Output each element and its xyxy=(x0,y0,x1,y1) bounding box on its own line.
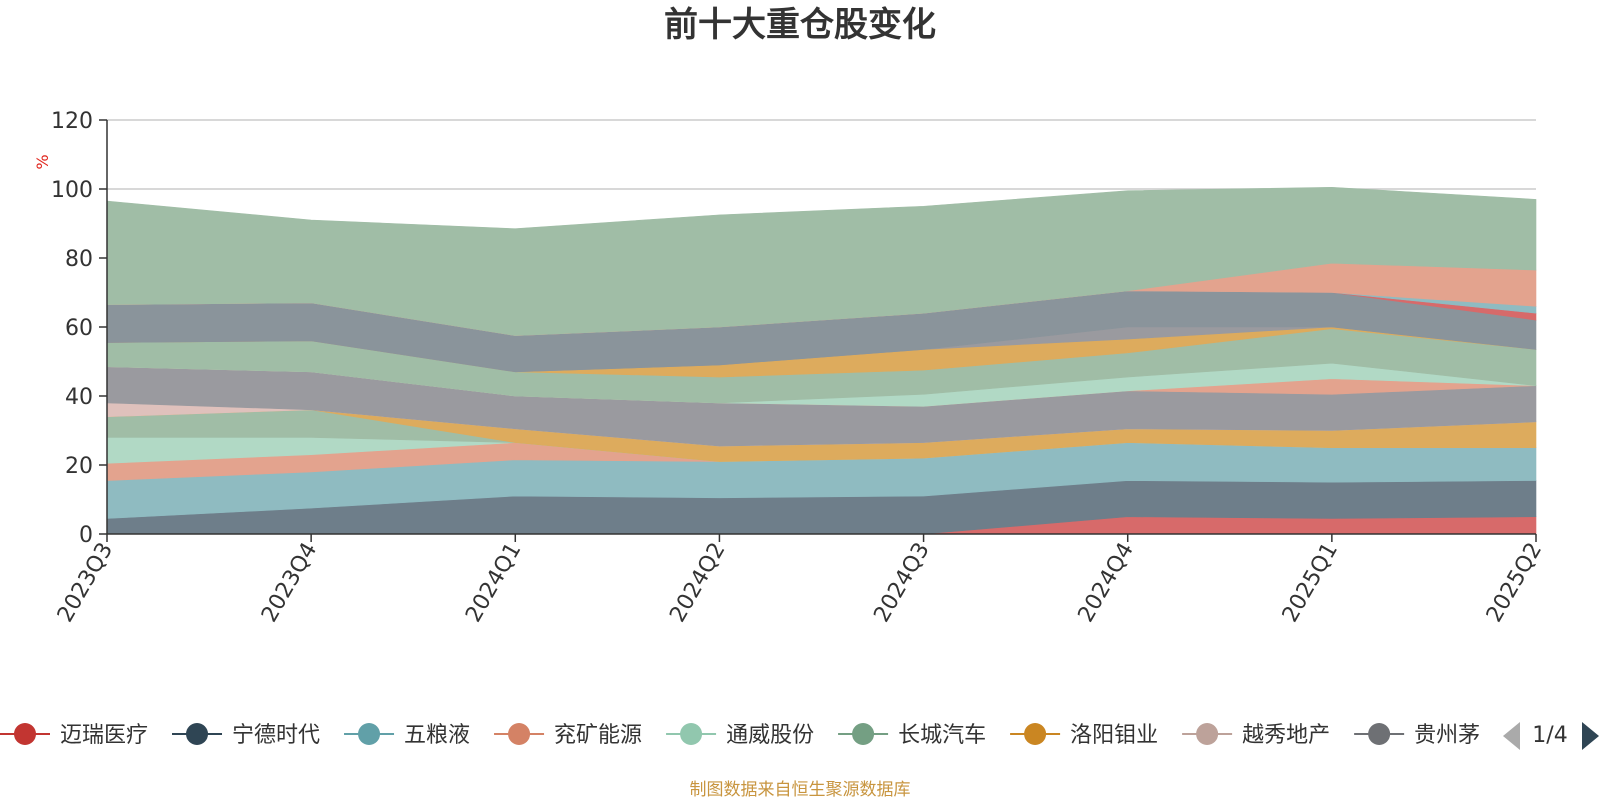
legend-page-indicator: 1/4 xyxy=(1532,723,1567,748)
x-tick-label: 2025Q1 xyxy=(1278,539,1343,627)
legend-marker-icon xyxy=(680,723,703,745)
chart-title: 前十大重仓股变化 xyxy=(664,5,936,45)
legend-pager[interactable]: 1/4 xyxy=(1503,722,1599,750)
area-series-18[interactable] xyxy=(106,186,1537,336)
legend-item[interactable]: 洛阳钼业 xyxy=(1010,723,1158,748)
legend-item[interactable]: 兖矿能源 xyxy=(494,723,642,748)
x-tick-label: 2025Q2 xyxy=(1482,539,1547,627)
legend-marker-icon xyxy=(1196,723,1219,745)
y-tick-label: 0 xyxy=(79,523,93,548)
legend-next-icon[interactable] xyxy=(1582,722,1599,750)
legend-label: 兖矿能源 xyxy=(554,723,642,748)
legend-label: 五粮液 xyxy=(404,723,470,748)
area-series[interactable] xyxy=(106,186,1537,535)
legend-item[interactable]: 贵州茅台 xyxy=(1354,723,1502,748)
x-tick-label: 2024Q4 xyxy=(1074,539,1139,627)
legend-label: 长城汽车 xyxy=(898,723,986,748)
legend-prev-icon[interactable] xyxy=(1503,722,1520,750)
x-tick-label: 2024Q3 xyxy=(869,539,934,627)
y-tick-label: 40 xyxy=(65,385,93,410)
legend-label: 宁德时代 xyxy=(232,723,320,748)
y-tick-label: 60 xyxy=(65,316,93,341)
legend-item[interactable]: 宁德时代 xyxy=(172,723,320,748)
x-tick-label: 2024Q2 xyxy=(665,539,730,627)
data-source-note: 制图数据来自恒生聚源数据库 xyxy=(690,780,911,800)
legend-label: 越秀地产 xyxy=(1242,723,1330,748)
x-tick-label: 2023Q4 xyxy=(257,539,322,627)
legend-items[interactable]: 迈瑞医疗 宁德时代 五粮液 兖矿能源 通威股份 长城汽车 洛阳钼业 越秀地产 贵州茅台 xyxy=(0,723,1502,748)
x-tick-label: 2024Q1 xyxy=(461,539,526,627)
legend-label: 洛阳钼业 xyxy=(1070,723,1158,748)
y-tick-label: 120 xyxy=(51,109,93,134)
legend-item[interactable]: 通威股份 xyxy=(666,723,814,748)
legend-marker-icon xyxy=(508,723,531,745)
legend-label: 通威股份 xyxy=(726,723,814,748)
legend[interactable]: 迈瑞医疗 宁德时代 五粮液 兖矿能源 通威股份 长城汽车 洛阳钼业 越秀地产 贵州茅台 xyxy=(0,723,1502,748)
legend-label: 贵州茅台 xyxy=(1414,723,1502,748)
y-tick-label: 100 xyxy=(51,178,93,203)
y-tick-label: 80 xyxy=(65,247,93,272)
y-axis-label: % xyxy=(33,154,52,169)
legend-marker-icon xyxy=(186,723,209,745)
legend-marker-icon xyxy=(1024,723,1047,745)
legend-label: 迈瑞医疗 xyxy=(60,723,148,748)
y-tick-label: 20 xyxy=(65,454,93,479)
legend-marker-icon xyxy=(1368,723,1391,745)
legend-item[interactable]: 迈瑞医疗 xyxy=(0,723,148,748)
legend-marker-icon xyxy=(852,723,875,745)
legend-item[interactable]: 长城汽车 xyxy=(838,723,986,748)
legend-item[interactable]: 五粮液 xyxy=(344,723,470,748)
legend-marker-icon xyxy=(14,723,36,745)
x-tick-label: 2023Q3 xyxy=(53,539,118,627)
legend-marker-icon xyxy=(358,723,381,745)
legend-item[interactable]: 越秀地产 xyxy=(1182,723,1330,748)
